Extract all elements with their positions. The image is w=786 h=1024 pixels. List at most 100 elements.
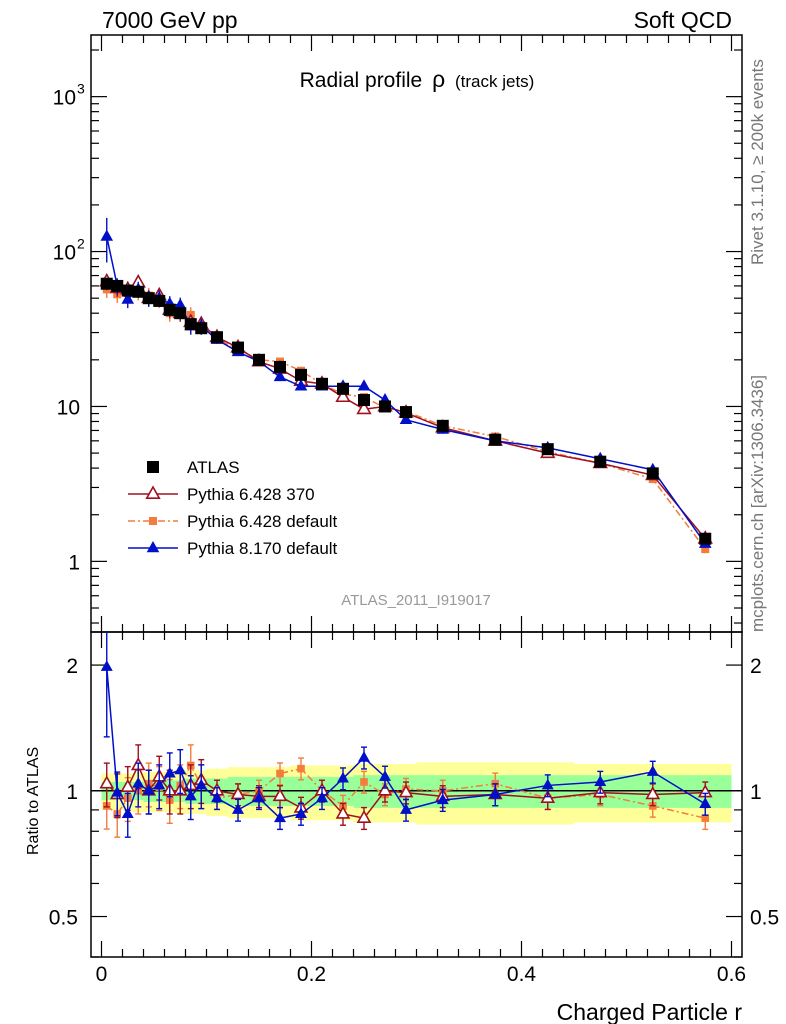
ratio-y-tick-label: 2 <box>66 655 78 678</box>
ratio-point-p8 <box>337 771 349 783</box>
data-point-atlas <box>253 353 265 366</box>
y-tick-label-exponent: 2 <box>77 236 85 252</box>
ratio-point-p6def <box>360 778 368 786</box>
ratio-point-p8 <box>489 787 502 799</box>
ratio-series-p8 <box>100 632 712 838</box>
ratio-point-p370 <box>398 784 414 798</box>
ratio-point-p6def <box>276 769 284 778</box>
data-point-atlas <box>174 307 187 320</box>
chart-title-symbol: ρ <box>432 66 445 92</box>
ratio-point-p8 <box>316 791 328 803</box>
ratio-point-p8 <box>358 751 370 762</box>
data-point-atlas <box>211 331 223 344</box>
legend-marker-p370 <box>145 485 161 500</box>
data-point-atlas <box>163 303 176 316</box>
data-point-p370 <box>356 400 372 415</box>
data-point-atlas <box>153 294 166 307</box>
ratio-point-p8 <box>100 660 113 671</box>
legend-label-p6def: Pythia 6.428 default <box>187 512 338 531</box>
data-point-atlas <box>646 467 659 480</box>
ratio-point-p8 <box>121 807 134 818</box>
ratio-point-p8 <box>132 777 145 788</box>
ratio-point-p370 <box>99 775 115 789</box>
data-point-atlas <box>295 368 307 381</box>
ratio-y-tick-label-right: 0.5 <box>750 907 779 930</box>
chart-title: Radial profile ρ (track jets) <box>300 66 535 92</box>
y-tick-label: 10 <box>53 242 76 265</box>
ratio-y-tick-label: 1 <box>66 781 78 804</box>
ratio-point-p8 <box>400 803 412 814</box>
ratio-point-p8 <box>253 791 265 803</box>
legend: ATLAS Pythia 6.428 370 Pythia 6.428 defaul… <box>128 458 338 558</box>
legend-label-p8: Pythia 8.170 default <box>187 539 338 558</box>
ratio-line-p6def <box>106 763 706 819</box>
legend-marker-atlas <box>147 461 159 473</box>
legend-entry-p8: Pythia 8.170 default <box>128 539 338 558</box>
series-atlas <box>100 277 712 545</box>
ratio-point-p8 <box>142 784 155 795</box>
ratio-point-p8 <box>184 789 197 801</box>
data-point-p370 <box>335 388 351 403</box>
data-point-p8 <box>121 292 135 304</box>
x-tick-label: 0.6 <box>717 963 746 986</box>
ratio-point-p6def <box>297 764 305 773</box>
data-point-p8 <box>399 412 413 425</box>
ratio-point-p8 <box>153 778 166 790</box>
legend-marker-p8 <box>146 541 160 553</box>
data-point-atlas <box>337 382 349 395</box>
y-tick-label: 10 <box>57 396 80 419</box>
ratio-point-p8 <box>436 793 449 805</box>
ratio-point-p8 <box>111 785 124 797</box>
ratio-point-p370 <box>356 809 372 823</box>
header-left-label: 7000 GeV pp <box>102 7 238 33</box>
ratio-point-p370 <box>377 782 393 796</box>
data-point-atlas <box>132 285 145 298</box>
data-point-p8 <box>273 369 287 382</box>
ratio-y-tick-label-right: 1 <box>750 781 762 804</box>
ratio-point-p8 <box>274 811 286 823</box>
data-point-atlas <box>541 443 554 456</box>
legend-label-p370: Pythia 6.428 370 <box>187 485 315 504</box>
data-point-p6def <box>701 545 710 554</box>
ratio-point-p8 <box>699 797 712 808</box>
data-point-atlas <box>142 292 155 305</box>
data-point-atlas <box>358 394 370 407</box>
ratio-panel-series <box>99 632 713 838</box>
legend-entry-p370: Pythia 6.428 370 <box>128 485 315 504</box>
data-point-p8 <box>294 379 308 391</box>
data-point-atlas <box>699 532 712 545</box>
ratio-point-p370 <box>645 786 661 800</box>
ratio-point-p8 <box>379 770 391 781</box>
x-tick-label: 0 <box>96 963 108 986</box>
ratio-point-p8 <box>163 766 176 778</box>
chart-title-main: Radial profile <box>300 69 423 92</box>
rivet-version-label: Rivet 3.1.10, ≥ 200k events <box>748 59 767 265</box>
ratio-point-p370 <box>335 805 351 819</box>
data-point-atlas <box>195 322 208 335</box>
main-panel-series <box>99 217 713 554</box>
ratio-point-p6def <box>701 814 710 822</box>
x-axis-title: Charged Particle r <box>557 999 743 1024</box>
x-tick-label: 0.4 <box>507 963 537 986</box>
ratio-point-p8 <box>211 791 223 803</box>
data-point-p8 <box>100 229 114 241</box>
data-point-atlas <box>100 277 113 290</box>
data-point-atlas <box>379 400 391 413</box>
data-point-atlas <box>594 455 607 468</box>
legend-marker-p6def <box>149 517 157 525</box>
chart-title-suffix: (track jets) <box>455 72 534 91</box>
data-point-atlas <box>111 279 124 292</box>
analysis-label: ATLAS_2011_I919017 <box>341 592 491 609</box>
y-tick-label: 1 <box>68 551 80 574</box>
data-point-p8 <box>357 379 371 391</box>
legend-entry-p6def: Pythia 6.428 default <box>128 512 338 531</box>
ratio-point-p8 <box>174 763 187 775</box>
ratio-y-axis-title: Ratio to ATLAS <box>25 747 42 855</box>
data-point-atlas <box>489 433 502 446</box>
data-point-atlas <box>232 341 244 354</box>
y-tick-label: 10 <box>53 87 76 110</box>
data-point-atlas <box>436 419 449 432</box>
data-point-atlas <box>316 377 328 390</box>
